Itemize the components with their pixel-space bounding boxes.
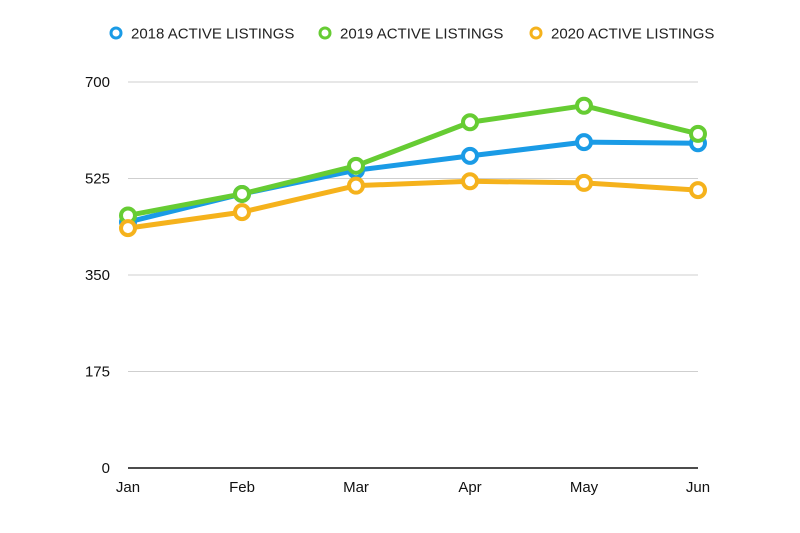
series-group [119, 96, 707, 238]
legend-marker [109, 26, 123, 40]
data-point [461, 146, 479, 165]
data-point [347, 156, 365, 175]
x-tick-label: Jun [686, 479, 710, 496]
data-point [689, 124, 707, 143]
y-tick-label: 175 [85, 364, 110, 381]
x-tick-label: Apr [458, 479, 481, 496]
legend: 2018 ACTIVE LISTINGS 2019 ACTIVE LISTINGS… [109, 26, 714, 43]
legend-label: 2020 ACTIVE LISTINGS [551, 26, 714, 43]
grid [128, 81, 698, 372]
data-point [119, 219, 137, 238]
data-point [575, 133, 593, 152]
x-tick-label: Jan [116, 479, 140, 496]
data-point [233, 184, 251, 203]
legend-label: 2018 ACTIVE LISTINGS [131, 26, 294, 43]
legend-marker [529, 26, 543, 40]
x-tick-label: May [570, 479, 599, 496]
y-tick-label: 700 [85, 74, 110, 91]
data-point [233, 203, 251, 222]
y-tick-label: 0 [102, 460, 110, 477]
legend-item: 2018 ACTIVE LISTINGS [109, 26, 294, 43]
legend-item: 2020 ACTIVE LISTINGS [529, 26, 714, 43]
legend-marker [318, 26, 332, 40]
data-point [575, 173, 593, 192]
data-point [461, 113, 479, 132]
legend-label: 2019 ACTIVE LISTINGS [340, 26, 503, 43]
y-axis-ticks: 0 175 350 525 700 [85, 74, 110, 477]
series-line [125, 103, 701, 218]
series-2 [119, 96, 707, 225]
data-point [689, 181, 707, 200]
x-tick-label: Feb [229, 479, 255, 496]
data-point [347, 176, 365, 195]
y-tick-label: 525 [85, 171, 110, 188]
series-line [125, 178, 701, 231]
x-tick-label: Mar [343, 479, 369, 496]
y-tick-label: 350 [85, 267, 110, 284]
series-3 [119, 172, 707, 238]
data-point [575, 96, 593, 115]
data-point [461, 172, 479, 191]
legend-item: 2019 ACTIVE LISTINGS [318, 26, 503, 43]
x-axis-ticks: Jan Feb Mar Apr May Jun [116, 479, 710, 496]
